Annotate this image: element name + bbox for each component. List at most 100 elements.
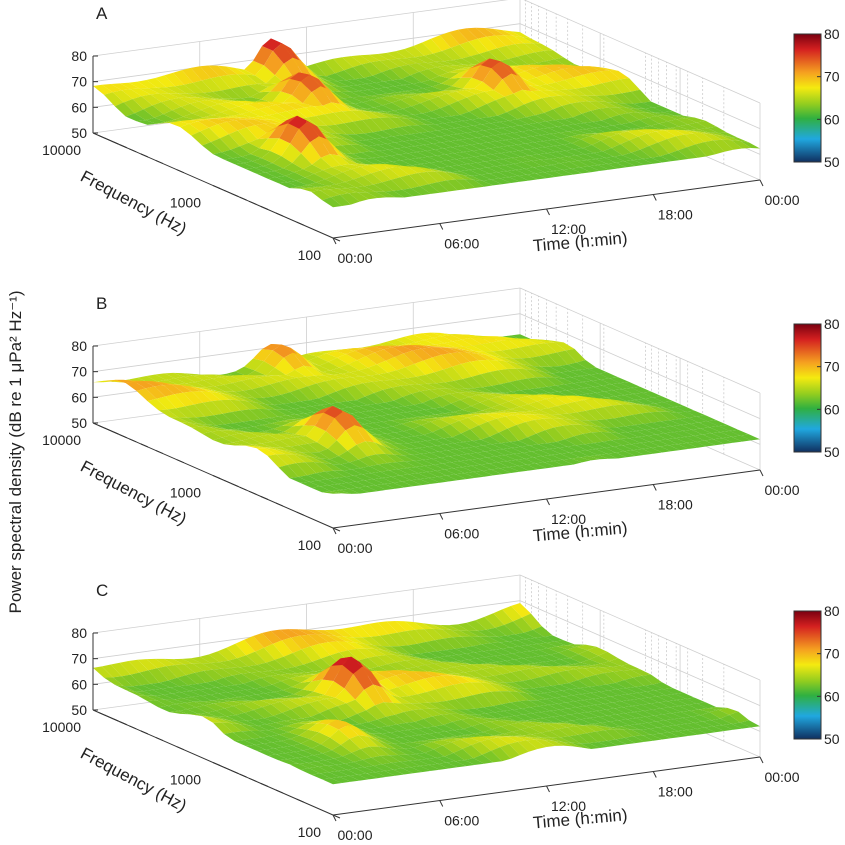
surface-cell [465, 446, 486, 453]
surface-cell [416, 664, 437, 672]
surface-cell [518, 76, 539, 86]
surface-cell [622, 387, 642, 394]
surface-cell [633, 102, 653, 109]
surface-cell [649, 440, 669, 447]
surface-cell [388, 58, 409, 67]
surface-cell [432, 83, 452, 91]
surface-cell [393, 768, 414, 775]
surface-cell [308, 634, 329, 644]
surface-cell [130, 88, 151, 97]
surface-cell [390, 419, 411, 424]
surface-cell [609, 133, 630, 145]
surface-cell [137, 80, 158, 89]
surface-cell [407, 666, 428, 673]
surface-cell [234, 445, 255, 447]
surface-cell [388, 724, 408, 732]
surface-cell [354, 425, 375, 443]
surface-cell [211, 138, 231, 153]
surface-cell [277, 374, 297, 380]
surface-cell [622, 729, 643, 737]
frequency-tick [176, 169, 185, 174]
surface-cell [575, 668, 596, 678]
surface-cell [374, 105, 394, 112]
surface-cell [504, 621, 524, 635]
surface-cell [371, 415, 391, 422]
surface-cell [447, 736, 468, 739]
surface-cell [502, 73, 523, 94]
surface-cell [538, 723, 559, 731]
surface-cell [132, 685, 153, 692]
surface-cell [466, 708, 486, 715]
surface-cell [320, 772, 340, 779]
surface-cell [503, 132, 524, 139]
surface-cell [250, 730, 271, 738]
colorbar-gradient [793, 33, 822, 163]
surface-cell [279, 629, 300, 638]
surface-cell [396, 367, 417, 379]
surface-cell [128, 659, 149, 673]
surface-cell [237, 720, 258, 726]
surface-cell [729, 136, 750, 143]
surface-cell [261, 676, 281, 685]
surface-cell [573, 74, 594, 88]
surface-cell [469, 394, 489, 403]
surface-cell [357, 773, 378, 780]
surface-cell [512, 358, 533, 366]
surface-cell [509, 380, 530, 391]
surface-cell [449, 101, 469, 115]
surface-cell [614, 416, 635, 427]
surface-cell [303, 455, 323, 463]
surface-cell [479, 336, 500, 343]
frequency-tick [119, 144, 127, 149]
surface-cell [279, 379, 299, 393]
surface-cell [713, 725, 734, 731]
surface-cell [428, 702, 449, 710]
surface-cell [667, 136, 687, 151]
time-tick-label: 06:00 [444, 236, 479, 252]
surface-cell [631, 386, 651, 393]
surface-cell [139, 88, 160, 95]
surface-cell [430, 136, 451, 143]
z-tick-label: 80 [71, 338, 87, 354]
surface-cell [442, 629, 462, 638]
surface-cell [382, 420, 402, 427]
surface-cell [441, 713, 462, 722]
surface-cell [390, 731, 410, 738]
surface-cell [443, 86, 463, 91]
surface-cell [245, 167, 266, 174]
surface-cell [156, 121, 177, 124]
surface-cell [423, 432, 444, 440]
surface-cell [400, 760, 420, 768]
surface-cell [252, 386, 273, 398]
surface-cell [729, 429, 750, 436]
surface-cell [125, 381, 146, 391]
surface-cell [213, 722, 233, 734]
surface-cell [308, 121, 328, 140]
surface-cell [609, 70, 630, 80]
surface-cell [419, 702, 440, 709]
surface-cell [168, 93, 188, 98]
frequency-tick-label: 10000 [42, 719, 81, 735]
surface-cell [378, 112, 398, 118]
surface-cell [318, 724, 339, 738]
surface-cell [552, 418, 572, 426]
surface-cell [260, 417, 281, 424]
surface-cell [390, 694, 411, 704]
surface-cell [395, 673, 416, 685]
surface-cell [393, 396, 414, 407]
z-tick-label: 60 [71, 99, 87, 115]
surface-cell [456, 735, 477, 738]
time-tick [652, 771, 657, 778]
surface-cell [341, 91, 361, 98]
surface-cell [609, 720, 630, 727]
surface-cell [232, 673, 253, 684]
surface-cell [476, 451, 496, 458]
surface-cell [386, 339, 407, 346]
surface-cell [532, 626, 553, 637]
surface-cell [419, 345, 440, 348]
surface-cell [494, 711, 515, 717]
surface-cell [303, 661, 324, 672]
surface-cell [535, 394, 556, 399]
surface-cell [587, 731, 607, 742]
surface-cell [475, 130, 495, 137]
